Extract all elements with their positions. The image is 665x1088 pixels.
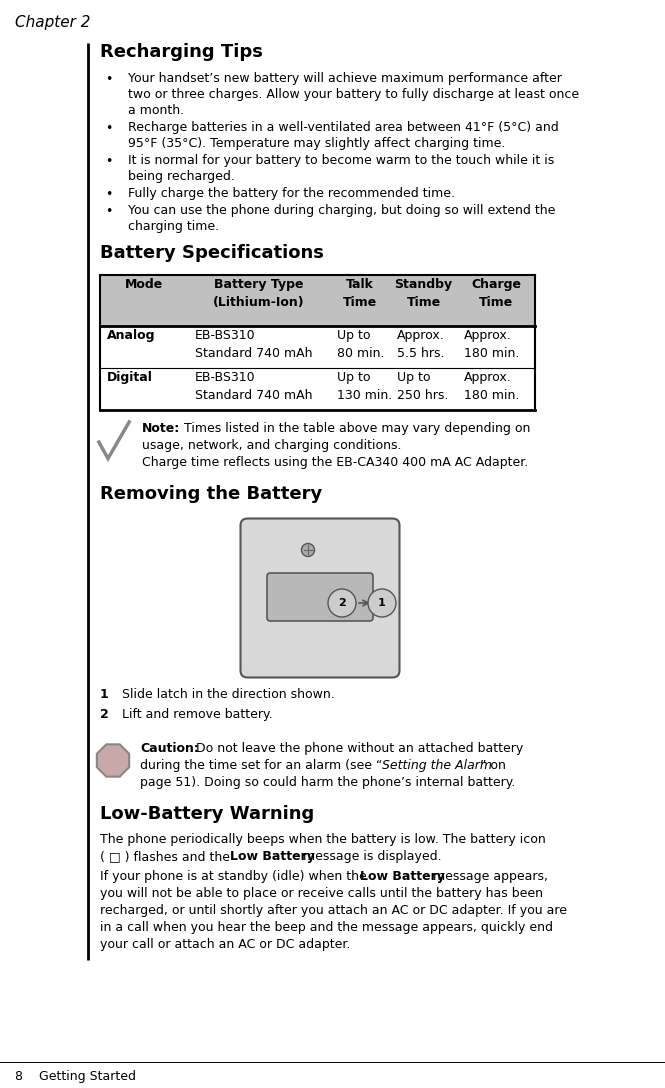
Text: message appears,: message appears,: [429, 870, 548, 883]
Text: 8    Getting Started: 8 Getting Started: [15, 1070, 136, 1083]
Text: Lift and remove battery.: Lift and remove battery.: [122, 708, 273, 721]
Text: Recharge batteries in a well-ventilated area between 41°F (5°C) and: Recharge batteries in a well-ventilated …: [128, 121, 559, 134]
Text: page 51). Doing so could harm the phone’s internal battery.: page 51). Doing so could harm the phone’…: [140, 777, 515, 790]
Text: Talk: Talk: [346, 279, 374, 292]
Text: •: •: [105, 154, 112, 168]
Text: 180 min.: 180 min.: [464, 390, 519, 401]
Text: Fully charge the battery for the recommended time.: Fully charge the battery for the recomme…: [128, 187, 455, 200]
Text: in a call when you hear the beep and the message appears, quickly end: in a call when you hear the beep and the…: [100, 922, 553, 935]
Text: Times listed in the table above may vary depending on: Times listed in the table above may vary…: [180, 422, 531, 435]
Text: message is displayed.: message is displayed.: [299, 851, 442, 864]
Circle shape: [328, 589, 356, 617]
Text: Note:: Note:: [142, 422, 180, 435]
Text: Digital: Digital: [107, 371, 153, 384]
Text: 95°F (35°C). Temperature may slightly affect charging time.: 95°F (35°C). Temperature may slightly af…: [128, 137, 505, 150]
Text: Approx.: Approx.: [464, 330, 512, 343]
Text: Chapter 2: Chapter 2: [15, 15, 90, 30]
Text: Standby: Standby: [394, 279, 453, 292]
Text: 130 min.: 130 min.: [337, 390, 392, 401]
Text: being recharged.: being recharged.: [128, 170, 235, 183]
Text: Recharging Tips: Recharging Tips: [100, 44, 263, 61]
Text: Caution:: Caution:: [140, 742, 199, 755]
Text: Up to: Up to: [337, 371, 370, 384]
Text: •: •: [105, 188, 112, 201]
Text: 250 hrs.: 250 hrs.: [397, 390, 448, 401]
Text: Standard 740 mAh: Standard 740 mAh: [195, 347, 313, 360]
Text: Low-Battery Warning: Low-Battery Warning: [100, 805, 315, 824]
Text: •: •: [105, 73, 112, 86]
Text: Time: Time: [479, 296, 513, 309]
Text: Analog: Analog: [107, 330, 156, 343]
Text: Up to: Up to: [337, 330, 370, 343]
Text: a month.: a month.: [128, 103, 184, 116]
Text: •: •: [105, 122, 112, 135]
Text: You can use the phone during charging, but doing so will extend the: You can use the phone during charging, b…: [128, 205, 555, 218]
Text: It is normal for your battery to become warm to the touch while it is: It is normal for your battery to become …: [128, 154, 554, 166]
Text: your call or attach an AC or DC adapter.: your call or attach an AC or DC adapter.: [100, 939, 350, 952]
Polygon shape: [97, 744, 129, 777]
Text: (Lithium-Ion): (Lithium-Ion): [213, 296, 305, 309]
Text: two or three charges. Allow your battery to fully discharge at least once: two or three charges. Allow your battery…: [128, 88, 579, 101]
FancyBboxPatch shape: [267, 573, 373, 621]
Text: Battery Type: Battery Type: [214, 279, 304, 292]
Text: 2: 2: [338, 598, 346, 608]
Bar: [100, 274, 535, 326]
Text: Charge: Charge: [471, 279, 521, 292]
Text: usage, network, and charging conditions.: usage, network, and charging conditions.: [142, 440, 402, 453]
FancyBboxPatch shape: [241, 519, 400, 678]
Text: Your handset’s new battery will achieve maximum performance after: Your handset’s new battery will achieve …: [128, 72, 562, 85]
Text: EB-BS310: EB-BS310: [195, 371, 255, 384]
Text: you will not be able to place or receive calls until the battery has been: you will not be able to place or receive…: [100, 888, 543, 901]
Text: 5.5 hrs.: 5.5 hrs.: [397, 347, 444, 360]
Text: ( □ ) flashes and the: ( □ ) flashes and the: [100, 851, 234, 864]
Text: 1: 1: [378, 598, 386, 608]
Text: charging time.: charging time.: [128, 220, 219, 233]
Text: EB-BS310: EB-BS310: [195, 330, 255, 343]
Text: Slide latch in the direction shown.: Slide latch in the direction shown.: [122, 689, 334, 702]
Text: 1: 1: [100, 689, 109, 702]
Text: •: •: [105, 206, 112, 219]
Text: Standard 740 mAh: Standard 740 mAh: [195, 390, 313, 401]
Circle shape: [368, 589, 396, 617]
Text: 80 min.: 80 min.: [337, 347, 384, 360]
Text: Low Battery: Low Battery: [360, 870, 444, 883]
Circle shape: [301, 544, 315, 556]
Text: Low Battery: Low Battery: [230, 851, 315, 864]
Text: Setting the Alarm: Setting the Alarm: [382, 759, 492, 772]
Text: Battery Specifications: Battery Specifications: [100, 245, 324, 262]
Text: 180 min.: 180 min.: [464, 347, 519, 360]
Text: Approx.: Approx.: [464, 371, 512, 384]
Text: If your phone is at standby (idle) when the: If your phone is at standby (idle) when …: [100, 870, 371, 883]
Text: Up to: Up to: [397, 371, 430, 384]
Text: Approx.: Approx.: [397, 330, 445, 343]
Text: Mode: Mode: [125, 279, 163, 292]
Text: Do not leave the phone without an attached battery: Do not leave the phone without an attach…: [192, 742, 523, 755]
Text: Time: Time: [406, 296, 441, 309]
Text: Removing the Battery: Removing the Battery: [100, 485, 323, 504]
Text: during the time set for an alarm (see “: during the time set for an alarm (see “: [140, 759, 382, 772]
Text: recharged, or until shortly after you attach an AC or DC adapter. If you are: recharged, or until shortly after you at…: [100, 904, 567, 917]
Text: Time: Time: [343, 296, 377, 309]
Text: The phone periodically beeps when the battery is low. The battery icon: The phone periodically beeps when the ba…: [100, 833, 546, 846]
Text: ” on: ” on: [480, 759, 506, 772]
Text: 2: 2: [100, 708, 109, 721]
Text: Charge time reflects using the EB-CA340 400 mA AC Adapter.: Charge time reflects using the EB-CA340 …: [142, 457, 528, 470]
